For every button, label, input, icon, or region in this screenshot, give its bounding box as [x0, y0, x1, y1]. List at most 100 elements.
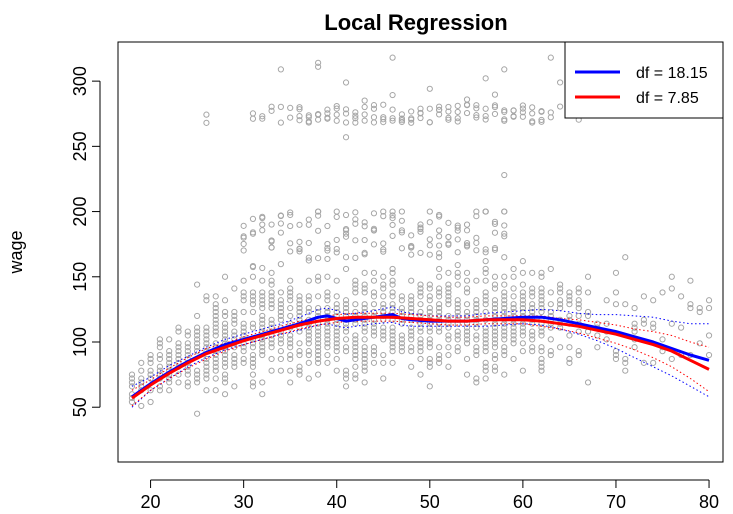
data-point — [547, 301, 554, 308]
data-point — [426, 363, 433, 370]
data-point — [240, 247, 247, 254]
data-point — [315, 304, 322, 312]
data-point — [221, 355, 229, 363]
data-point — [333, 324, 340, 331]
data-point — [696, 308, 703, 316]
data-point — [417, 355, 424, 363]
data-point — [408, 344, 415, 351]
data-point — [408, 297, 415, 304]
data-point — [519, 113, 526, 120]
data-point — [491, 355, 499, 363]
data-point — [463, 109, 471, 117]
data-point — [519, 297, 526, 304]
data-point — [342, 211, 350, 219]
data-point — [194, 336, 201, 343]
data-point — [212, 367, 219, 374]
data-point — [277, 297, 284, 304]
data-point — [426, 383, 433, 390]
data-point — [426, 208, 433, 215]
data-point — [380, 281, 387, 288]
data-point — [454, 328, 461, 335]
data-point — [417, 285, 424, 292]
data-point — [389, 348, 396, 355]
data-point — [342, 227, 350, 234]
data-point — [361, 219, 368, 226]
x-tick-label: 30 — [234, 492, 254, 512]
data-point — [221, 336, 229, 343]
data-point — [128, 398, 136, 406]
data-point — [482, 359, 489, 366]
data-point — [249, 297, 257, 304]
data-point — [249, 230, 257, 237]
data-point — [584, 273, 592, 280]
data-point — [398, 336, 405, 343]
data-point — [287, 379, 294, 386]
data-point — [361, 363, 368, 370]
data-point — [296, 308, 303, 316]
data-point — [194, 324, 201, 331]
data-point — [398, 118, 405, 126]
data-point — [426, 293, 433, 300]
data-point — [194, 375, 201, 382]
data-point — [398, 320, 405, 327]
data-point — [203, 363, 210, 370]
data-point — [268, 237, 275, 244]
data-point — [184, 340, 191, 347]
data-point — [305, 293, 312, 300]
data-point — [491, 244, 499, 252]
data-point — [491, 220, 499, 228]
data-point — [436, 328, 443, 335]
data-point — [389, 324, 396, 331]
data-point — [287, 240, 294, 247]
data-point — [519, 102, 526, 109]
data-point — [342, 371, 350, 378]
data-point — [277, 367, 284, 374]
fit-lines — [131, 313, 710, 400]
data-point — [519, 324, 526, 331]
data-point — [296, 348, 303, 355]
data-point — [668, 320, 675, 327]
data-point — [240, 320, 247, 327]
data-point — [166, 387, 173, 394]
legend-box — [564, 41, 724, 119]
data-point — [501, 117, 508, 124]
data-point — [259, 324, 266, 331]
data-point — [194, 344, 201, 351]
data-point — [426, 308, 433, 316]
data-point — [482, 348, 489, 355]
data-point — [436, 351, 443, 359]
data-point — [501, 332, 508, 339]
data-point — [380, 119, 387, 126]
data-point — [315, 371, 322, 378]
data-point — [417, 340, 424, 347]
data-point — [575, 328, 582, 335]
data-point — [454, 304, 461, 312]
data-point — [408, 293, 415, 300]
data-point — [128, 371, 136, 378]
data-point — [519, 289, 526, 296]
data-point — [361, 285, 368, 292]
data-point — [128, 383, 136, 390]
data-point — [389, 117, 396, 124]
data-point — [463, 324, 471, 331]
data-point — [352, 301, 359, 308]
data-point — [445, 241, 452, 248]
data-point — [249, 293, 257, 300]
data-point — [352, 112, 359, 119]
data-point — [147, 398, 154, 406]
data-point — [538, 118, 545, 125]
data-point — [640, 320, 647, 327]
data-point — [510, 355, 517, 363]
data-point — [231, 355, 238, 363]
data-point — [454, 269, 461, 276]
data-point — [249, 340, 257, 347]
data-point — [529, 336, 536, 343]
data-point — [342, 348, 350, 355]
data-point — [361, 344, 368, 351]
data-point — [408, 348, 415, 355]
data-point — [249, 383, 257, 390]
data-point — [408, 119, 415, 126]
data-point — [482, 75, 489, 82]
data-point — [231, 351, 238, 359]
data-point — [221, 308, 229, 316]
